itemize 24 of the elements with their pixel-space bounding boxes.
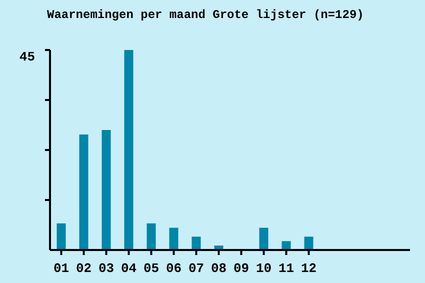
x-tick-label: 06 xyxy=(166,261,182,276)
bar xyxy=(102,130,111,250)
x-tick-label: 07 xyxy=(188,261,204,276)
bar xyxy=(192,236,201,250)
bar xyxy=(124,50,134,250)
bar xyxy=(146,223,156,250)
x-tick-label: 04 xyxy=(120,261,137,276)
x-tick-label: 09 xyxy=(233,261,250,276)
bar xyxy=(259,228,268,250)
x-tick-label: 10 xyxy=(256,261,272,276)
bar xyxy=(169,228,178,250)
x-tick-label: 12 xyxy=(300,261,317,276)
chart-title: Waarnemingen per maand Grote lijster (n=129) xyxy=(47,8,364,22)
x-tick-label: 03 xyxy=(98,261,114,276)
y-tick-label: 45 xyxy=(19,50,36,65)
x-tick-label: 11 xyxy=(278,261,294,276)
x-tick-label: 02 xyxy=(76,261,92,276)
bar xyxy=(56,223,66,250)
bar xyxy=(79,134,88,250)
x-tick-label: 01 xyxy=(53,261,70,276)
bar xyxy=(282,241,291,250)
x-tick-label: 05 xyxy=(143,261,160,276)
bar xyxy=(304,236,314,250)
x-tick-label: 08 xyxy=(210,261,227,276)
